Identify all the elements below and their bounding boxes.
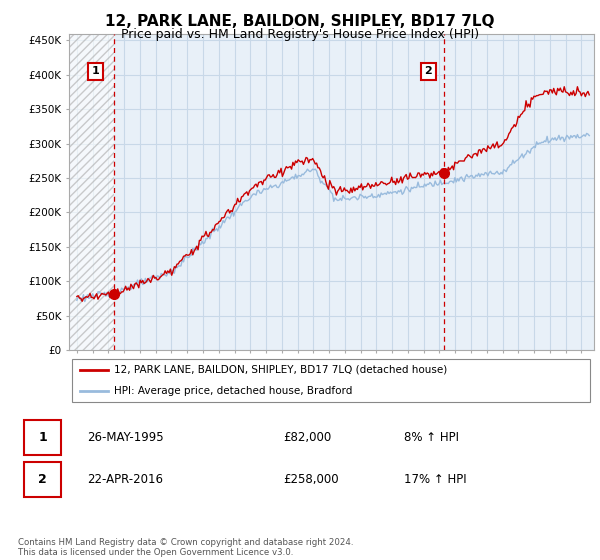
FancyBboxPatch shape — [24, 421, 61, 455]
Text: 26-MAY-1995: 26-MAY-1995 — [87, 431, 164, 444]
Text: Contains HM Land Registry data © Crown copyright and database right 2024.
This d: Contains HM Land Registry data © Crown c… — [18, 538, 353, 557]
Text: £258,000: £258,000 — [283, 473, 338, 486]
Text: £82,000: £82,000 — [283, 431, 331, 444]
Text: HPI: Average price, detached house, Bradford: HPI: Average price, detached house, Brad… — [113, 386, 352, 396]
Text: 1: 1 — [38, 431, 47, 444]
Text: 2: 2 — [425, 67, 433, 76]
Text: 12, PARK LANE, BAILDON, SHIPLEY, BD17 7LQ: 12, PARK LANE, BAILDON, SHIPLEY, BD17 7L… — [105, 14, 495, 29]
FancyBboxPatch shape — [71, 358, 590, 403]
Text: 17% ↑ HPI: 17% ↑ HPI — [404, 473, 467, 486]
FancyBboxPatch shape — [24, 462, 61, 497]
Text: 12, PARK LANE, BAILDON, SHIPLEY, BD17 7LQ (detached house): 12, PARK LANE, BAILDON, SHIPLEY, BD17 7L… — [113, 365, 447, 375]
Text: 8% ↑ HPI: 8% ↑ HPI — [404, 431, 459, 444]
Bar — [69, 34, 115, 350]
Text: 2: 2 — [38, 473, 47, 486]
Text: 22-APR-2016: 22-APR-2016 — [87, 473, 163, 486]
Text: Price paid vs. HM Land Registry's House Price Index (HPI): Price paid vs. HM Land Registry's House … — [121, 28, 479, 41]
Text: 1: 1 — [92, 67, 100, 76]
